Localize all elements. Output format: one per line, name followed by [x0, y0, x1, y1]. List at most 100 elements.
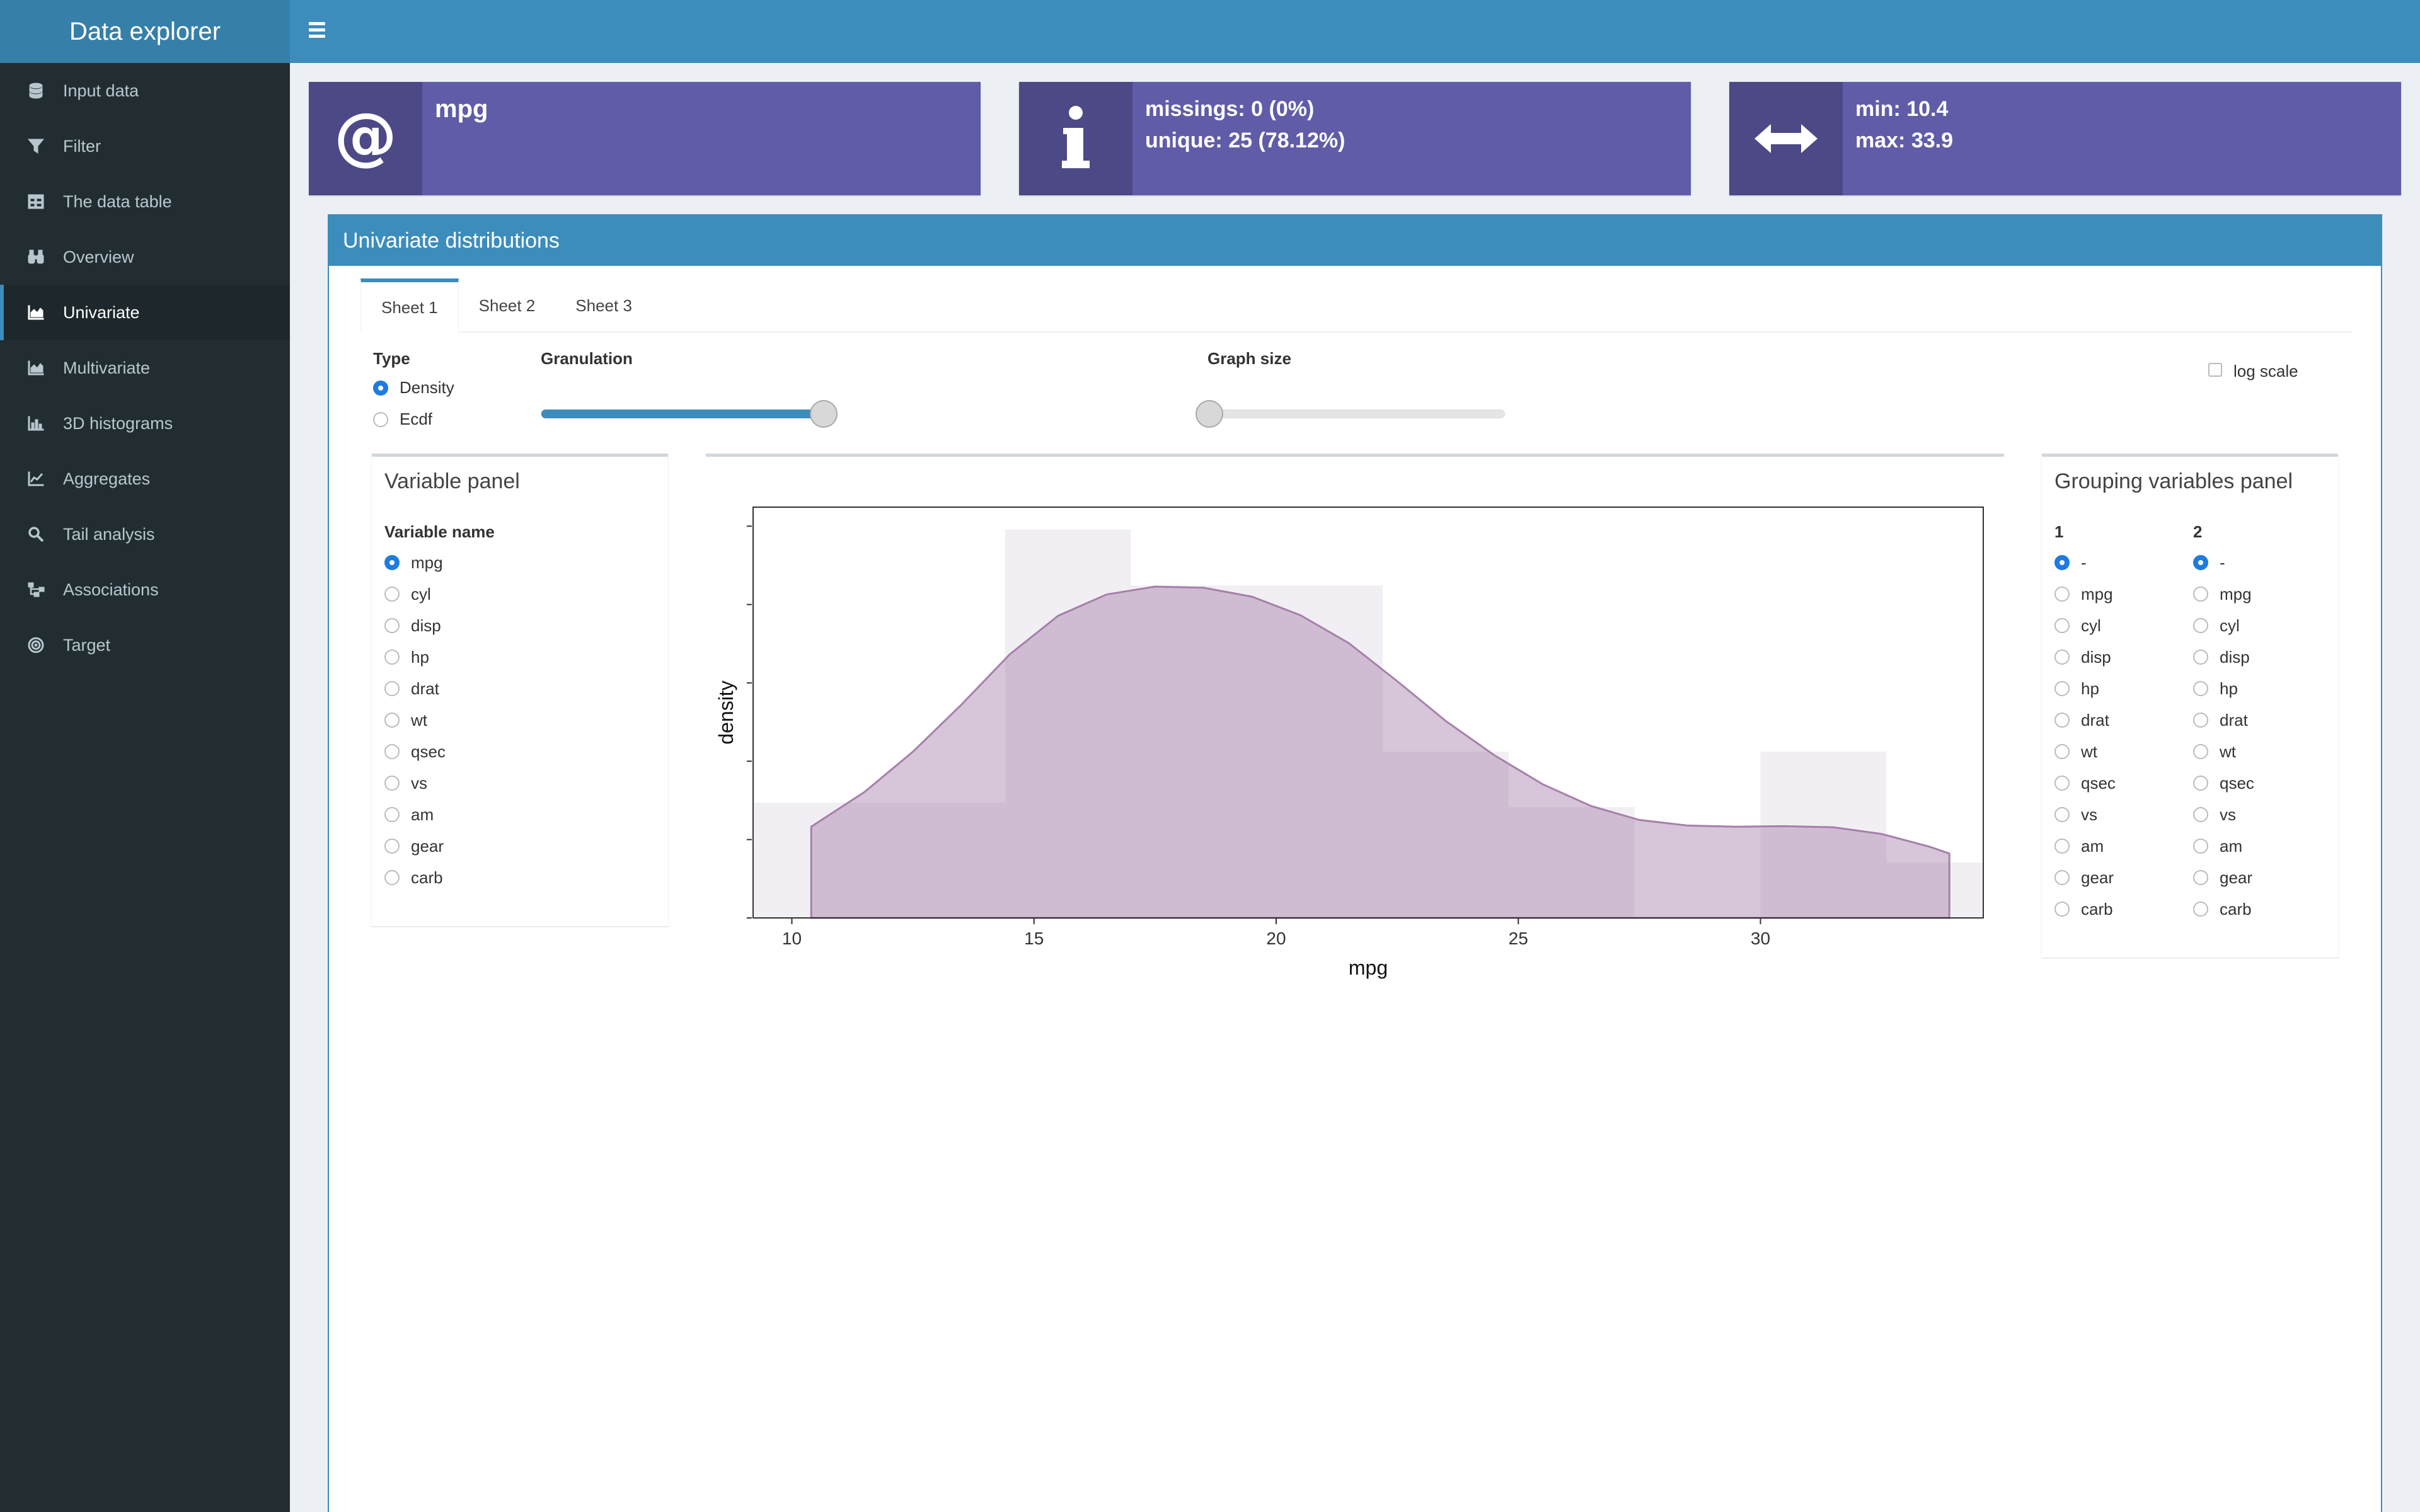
- radio-icon: [2054, 587, 2070, 602]
- variable-option-label: carb: [411, 868, 443, 887]
- type-ecdf-radio[interactable]: Ecdf: [373, 410, 432, 429]
- sidebar-item-3d-histograms[interactable]: 3D histograms: [0, 396, 290, 451]
- graph-size-slider-handle[interactable]: [1196, 400, 1223, 428]
- group-option-label: hp: [2220, 679, 2238, 698]
- sidebar-item-the-data-table[interactable]: The data table: [0, 174, 290, 229]
- group-option-label: vs: [2220, 805, 2236, 824]
- sidebar-item-label: Target: [63, 635, 111, 655]
- granulation-label: Granulation: [541, 349, 633, 368]
- line-chart-icon: [26, 469, 45, 488]
- group2-option-am[interactable]: am: [2193, 835, 2242, 857]
- radio-icon: [2054, 807, 2070, 822]
- sidebar-item-tail-analysis[interactable]: Tail analysis: [0, 507, 290, 562]
- radio-icon: [384, 681, 400, 696]
- group-option-label: drat: [2220, 710, 2248, 730]
- type-ecdf-label: Ecdf: [400, 410, 433, 428]
- variable-option-label: vs: [411, 773, 427, 793]
- missings-infobox: missings: 0 (0%) unique: 25 (78.12%): [1019, 82, 1691, 195]
- variable-option-am[interactable]: am: [384, 803, 434, 826]
- group1-option-carb[interactable]: carb: [2054, 898, 2113, 920]
- group1-option-disp[interactable]: disp: [2054, 646, 2111, 668]
- group2-option-vs[interactable]: vs: [2193, 803, 2236, 826]
- variable-option-disp[interactable]: disp: [384, 614, 441, 637]
- radio-icon: [2193, 587, 2208, 602]
- graph-size-label: Graph size: [1207, 349, 1291, 368]
- granulation-slider[interactable]: [541, 400, 838, 428]
- sidebar-item-associations[interactable]: Associations: [0, 562, 290, 617]
- variable-option-label: disp: [411, 616, 441, 635]
- sidebar-item-multivariate[interactable]: Multivariate: [0, 340, 290, 396]
- radio-icon: [2193, 618, 2208, 633]
- x-axis-label: mpg: [1349, 956, 1388, 979]
- group2-option-carb[interactable]: carb: [2193, 898, 2252, 920]
- group1-option-none[interactable]: -: [2054, 551, 2087, 574]
- group-option-label: am: [2220, 836, 2243, 856]
- sidebar-item-aggregates[interactable]: Aggregates: [0, 451, 290, 507]
- sidebar-item-label: Univariate: [63, 302, 140, 322]
- group2-option-cyl[interactable]: cyl: [2193, 614, 2240, 637]
- group1-option-mpg[interactable]: mpg: [2054, 583, 2113, 605]
- binoculars-icon: [26, 248, 45, 266]
- sidebar-item-univariate[interactable]: Univariate: [0, 285, 290, 340]
- variable-option-label: am: [411, 805, 434, 824]
- group1-option-gear[interactable]: gear: [2054, 866, 2114, 889]
- info-icon: [1019, 82, 1132, 195]
- group-option-label: mpg: [2220, 584, 2252, 604]
- group-option-label: disp: [2220, 647, 2250, 667]
- database-icon: [26, 81, 45, 100]
- variable-option-mpg[interactable]: mpg: [384, 551, 443, 574]
- type-density-radio[interactable]: Density: [373, 378, 454, 398]
- variable-option-wt[interactable]: wt: [384, 709, 427, 731]
- type-density-label: Density: [400, 378, 454, 397]
- group2-option-qsec[interactable]: qsec: [2193, 772, 2254, 794]
- radio-icon: [2193, 776, 2208, 791]
- sidebar-item-target[interactable]: Target: [0, 617, 290, 673]
- group1-option-hp[interactable]: hp: [2054, 677, 2099, 700]
- group1-option-vs[interactable]: vs: [2054, 803, 2097, 826]
- group2-option-none[interactable]: -: [2193, 551, 2225, 574]
- variable-option-label: qsec: [411, 742, 446, 761]
- sidebar-item-filter[interactable]: Filter: [0, 118, 290, 174]
- radio-icon: [2193, 650, 2208, 665]
- group1-option-am[interactable]: am: [2054, 835, 2104, 857]
- group2-option-drat[interactable]: drat: [2193, 709, 2248, 731]
- histogram-bar: [1383, 752, 1509, 918]
- tab-sheet-2[interactable]: Sheet 2: [478, 295, 536, 315]
- log-scale-checkbox[interactable]: [2208, 363, 2222, 377]
- area-chart-icon: [26, 358, 45, 377]
- group2-option-gear[interactable]: gear: [2193, 866, 2252, 889]
- tab-sheet-3[interactable]: Sheet 3: [575, 295, 632, 315]
- group1-option-cyl[interactable]: cyl: [2054, 614, 2101, 637]
- variable-option-drat[interactable]: drat: [384, 677, 439, 700]
- group2-option-mpg[interactable]: mpg: [2193, 583, 2252, 605]
- density-chart: 10 15 20 25 30 mpg density: [715, 507, 1984, 979]
- granulation-slider-handle[interactable]: [810, 400, 838, 428]
- sidebar-item-overview[interactable]: Overview: [0, 229, 290, 285]
- group1-option-wt[interactable]: wt: [2054, 740, 2097, 763]
- variable-option-cyl[interactable]: cyl: [384, 583, 431, 605]
- plot-border: [752, 507, 1984, 919]
- variable-option-qsec[interactable]: qsec: [384, 740, 446, 763]
- group1-option-qsec[interactable]: qsec: [2054, 772, 2116, 794]
- range-infobox: min: 10.4 max: 33.9: [1729, 82, 2401, 195]
- variable-option-label: cyl: [411, 584, 431, 604]
- variable-option-gear[interactable]: gear: [384, 835, 444, 857]
- variable-option-vs[interactable]: vs: [384, 772, 427, 794]
- group2-option-hp[interactable]: hp: [2193, 677, 2238, 700]
- tab-sheet-1[interactable]: Sheet 1: [360, 278, 459, 333]
- variable-option-carb[interactable]: carb: [384, 866, 443, 889]
- variable-option-hp[interactable]: hp: [384, 646, 429, 668]
- group-option-label: carb: [2081, 899, 2113, 919]
- group2-option-disp[interactable]: disp: [2193, 646, 2250, 668]
- sidebar-item-label: Filter: [63, 136, 101, 156]
- sidebar-toggle-icon[interactable]: [309, 19, 334, 44]
- group1-option-drat[interactable]: drat: [2054, 709, 2109, 731]
- bullseye-icon: [26, 636, 45, 655]
- sidebar-item-input-data[interactable]: Input data: [0, 63, 290, 118]
- group2-option-wt[interactable]: wt: [2193, 740, 2236, 763]
- app-logo[interactable]: Data explorer: [0, 0, 290, 63]
- graph-size-slider[interactable]: [1196, 400, 1505, 428]
- group-option-label: gear: [2220, 868, 2253, 887]
- group-option-label: qsec: [2220, 773, 2254, 793]
- group-col1-header: 1: [2054, 522, 2064, 541]
